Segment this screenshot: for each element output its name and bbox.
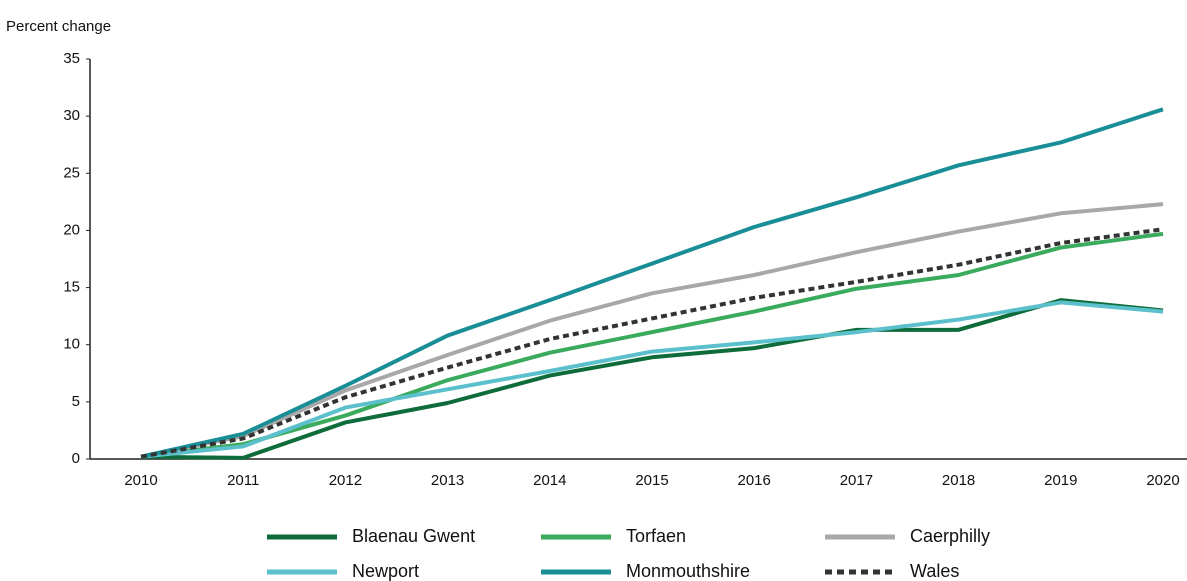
x-tick-label: 2011 <box>227 472 259 489</box>
x-tick-label: 2010 <box>124 472 157 489</box>
y-tick-label: 0 <box>72 450 80 467</box>
y-tick-label: 5 <box>72 393 80 410</box>
y-tick-label: 35 <box>63 50 80 67</box>
x-tick-label: 2018 <box>942 472 975 489</box>
y-axis-label: Percent change <box>6 18 111 35</box>
x-tick-label: 2016 <box>738 472 771 489</box>
legend-label: Monmouthshire <box>626 561 750 581</box>
x-tick-label: 2020 <box>1146 472 1179 489</box>
series-line <box>140 231 1164 459</box>
legend-label: Caerphilly <box>910 526 990 546</box>
series-line <box>140 298 1164 460</box>
series-line <box>140 300 1164 459</box>
x-tick-label: 2015 <box>635 472 668 489</box>
y-tick-label: 20 <box>63 221 80 238</box>
series-line <box>140 107 1164 459</box>
x-tick-label: 2012 <box>329 472 362 489</box>
legend-label: Torfaen <box>626 526 686 546</box>
x-tick-label: 2019 <box>1044 472 1077 489</box>
x-tick-label: 2014 <box>533 472 566 489</box>
series-line <box>140 202 1164 459</box>
y-tick-label: 25 <box>63 164 80 181</box>
legend-label: Wales <box>910 561 959 581</box>
y-tick-label: 10 <box>63 336 80 353</box>
series-line <box>140 227 1164 459</box>
x-tick-label: 2017 <box>840 472 873 489</box>
legend-label: Blaenau Gwent <box>352 526 475 546</box>
legend-label: Newport <box>352 561 419 581</box>
y-tick-label: 15 <box>63 279 80 296</box>
y-tick-label: 30 <box>63 107 80 124</box>
x-tick-label: 2013 <box>431 472 464 489</box>
